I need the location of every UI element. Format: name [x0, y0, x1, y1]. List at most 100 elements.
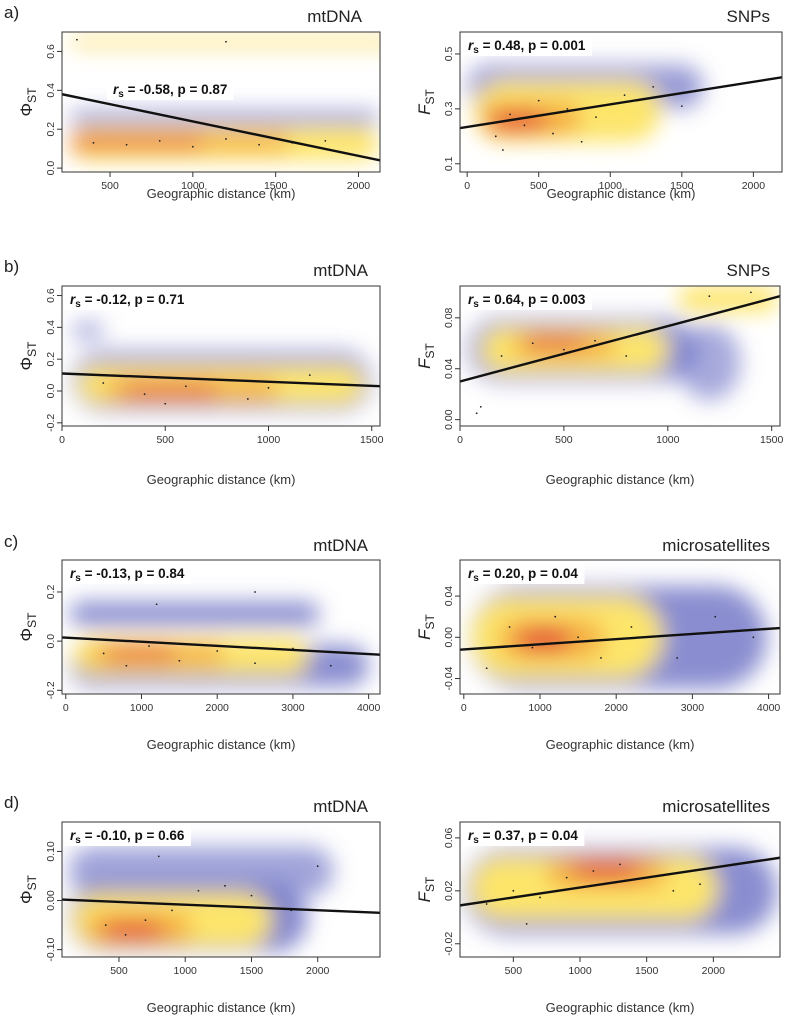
stat-text: rs = 0.37, p = 0.04: [468, 828, 578, 846]
data-point-2: [562, 348, 565, 351]
data-point-7: [329, 664, 332, 667]
stat-r-subscript: s: [118, 89, 124, 100]
x-tick-label: 0: [63, 702, 69, 714]
data-point-9: [225, 40, 227, 43]
y-axis-symbol: Φ: [17, 103, 36, 117]
y-axis-symbol: Φ: [17, 890, 36, 904]
y-axis-symbol: F: [415, 628, 434, 640]
row-marker-b: b): [4, 257, 19, 276]
stat-rs-value: -0.12: [96, 292, 127, 307]
y-tick-label: 0.2: [45, 352, 57, 367]
x-tick-label: 1500: [240, 965, 264, 977]
y-axis-label: ΦST: [17, 87, 39, 117]
y-tick-label: 0.10: [45, 841, 57, 862]
x-tick-label: 2000: [742, 180, 766, 192]
x-tick-label: 500: [156, 434, 174, 446]
data-point-4: [592, 870, 595, 872]
x-tick-label: 500: [530, 180, 548, 192]
data-point-1: [125, 664, 128, 667]
stat-p-value: , p = 0.87: [170, 82, 227, 97]
data-point-8: [750, 291, 752, 294]
panels: 500 1000 1500 2000 0.0 0.2 0.4 0.6 Geographic di…: [17, 7, 784, 1015]
data-point-3: [554, 615, 557, 618]
data-point-8: [699, 883, 701, 886]
regression-line: [62, 93, 380, 162]
stat-eq: =: [479, 292, 494, 307]
y-tick-label: -0.04: [443, 666, 455, 690]
data-point-0: [102, 652, 105, 655]
x-axis-label: Geographic distance (km): [546, 1000, 695, 1015]
data-point-2: [539, 896, 541, 899]
density-blob-4: [107, 647, 176, 662]
y-tick-label: -0.2: [45, 414, 57, 432]
data-point-0: [104, 924, 107, 926]
data-point-0: [92, 141, 95, 144]
y-axis-label: FST: [415, 88, 437, 114]
data-point-4: [197, 889, 200, 892]
data-point-5: [479, 406, 482, 408]
data-point-5: [254, 662, 256, 665]
y-axis-label: ΦST: [17, 612, 39, 642]
y-axis-subscript: ST: [423, 88, 437, 104]
stat-text: rs = 0.64, p = 0.003: [468, 292, 586, 310]
y-tick-label: 0.02: [443, 880, 455, 901]
x-tick-label: 2000: [306, 965, 330, 977]
panel-d-right: 500 1000 1500 2000 -0.02 0.02 0.06 Geographic d…: [415, 797, 781, 1015]
density-blob-3: [573, 861, 640, 881]
density-blob-0: [69, 601, 320, 627]
y-axis-label: FST: [415, 342, 437, 368]
y-tick-label: -0.10: [45, 938, 57, 962]
data-point-9: [525, 923, 528, 925]
stat-r-symbol: r: [468, 38, 474, 53]
stat-box: [64, 288, 191, 310]
data-point-1: [125, 143, 128, 146]
y-axis-label: FST: [415, 876, 437, 902]
y-tick-label: -0.2: [45, 681, 57, 699]
data-point-5: [600, 657, 602, 659]
data-point-8: [246, 398, 249, 400]
regression-line: [460, 76, 782, 130]
stat-p-value: , p = 0.001: [521, 38, 586, 53]
data-point-6: [250, 894, 253, 897]
x-axis-label: Geographic distance (km): [546, 737, 695, 752]
stat-box: [462, 288, 592, 310]
x-tick-label: 500: [505, 965, 523, 977]
stat-eq: =: [124, 82, 139, 97]
data-point-4: [216, 650, 219, 652]
data-points: [485, 615, 755, 670]
plot-frame: [459, 285, 781, 427]
data-point-9: [752, 636, 755, 639]
data-point-3: [191, 145, 194, 148]
panel-d-left: 500 1000 1500 2000 -0.10 0.00 0.10 Geographic d…: [17, 797, 381, 1015]
data-point-0: [485, 667, 488, 670]
density-blob-4: [70, 137, 203, 149]
regression-line: [460, 626, 780, 651]
x-tick-label: 500: [101, 180, 119, 192]
y-axis-subscript: ST: [423, 613, 437, 629]
regression-line: [460, 295, 780, 383]
y-tick-label: 0.04: [443, 358, 455, 379]
panel-title: mtDNA: [313, 797, 368, 816]
panel-a-right: 0 500 1000 1500 2000 0.1 0.3 0.5 Geographic dist…: [415, 7, 783, 201]
data-point-9: [316, 865, 319, 868]
density-field: [72, 323, 372, 412]
stat-rs-value: 0.48: [494, 38, 521, 53]
stat-eq: =: [81, 828, 96, 843]
stat-text: rs = -0.10, p = 0.66: [70, 828, 185, 846]
panel-b-left: 0 500 1000 1500 -0.2 0.0 0.2 0.4 0.6 Geographic d…: [17, 261, 384, 487]
data-point-4: [225, 138, 227, 140]
data-point-6: [595, 116, 597, 118]
x-axis-label: Geographic distance (km): [147, 472, 296, 487]
data-point-2: [144, 919, 147, 922]
y-tick-label: 0.1: [443, 156, 455, 171]
stat-annotation: rs = 0.64, p = 0.003: [462, 288, 592, 310]
plot-frame: [459, 821, 781, 958]
plot-frame: [459, 559, 781, 695]
density-field: [68, 846, 334, 953]
density-blob-4: [103, 920, 163, 940]
x-tick-label: 1000: [174, 965, 198, 977]
y-tick-label: 0.2: [45, 122, 57, 137]
data-point-7: [164, 402, 167, 405]
density-blob-0: [70, 36, 380, 48]
density-blob-3: [517, 626, 571, 653]
